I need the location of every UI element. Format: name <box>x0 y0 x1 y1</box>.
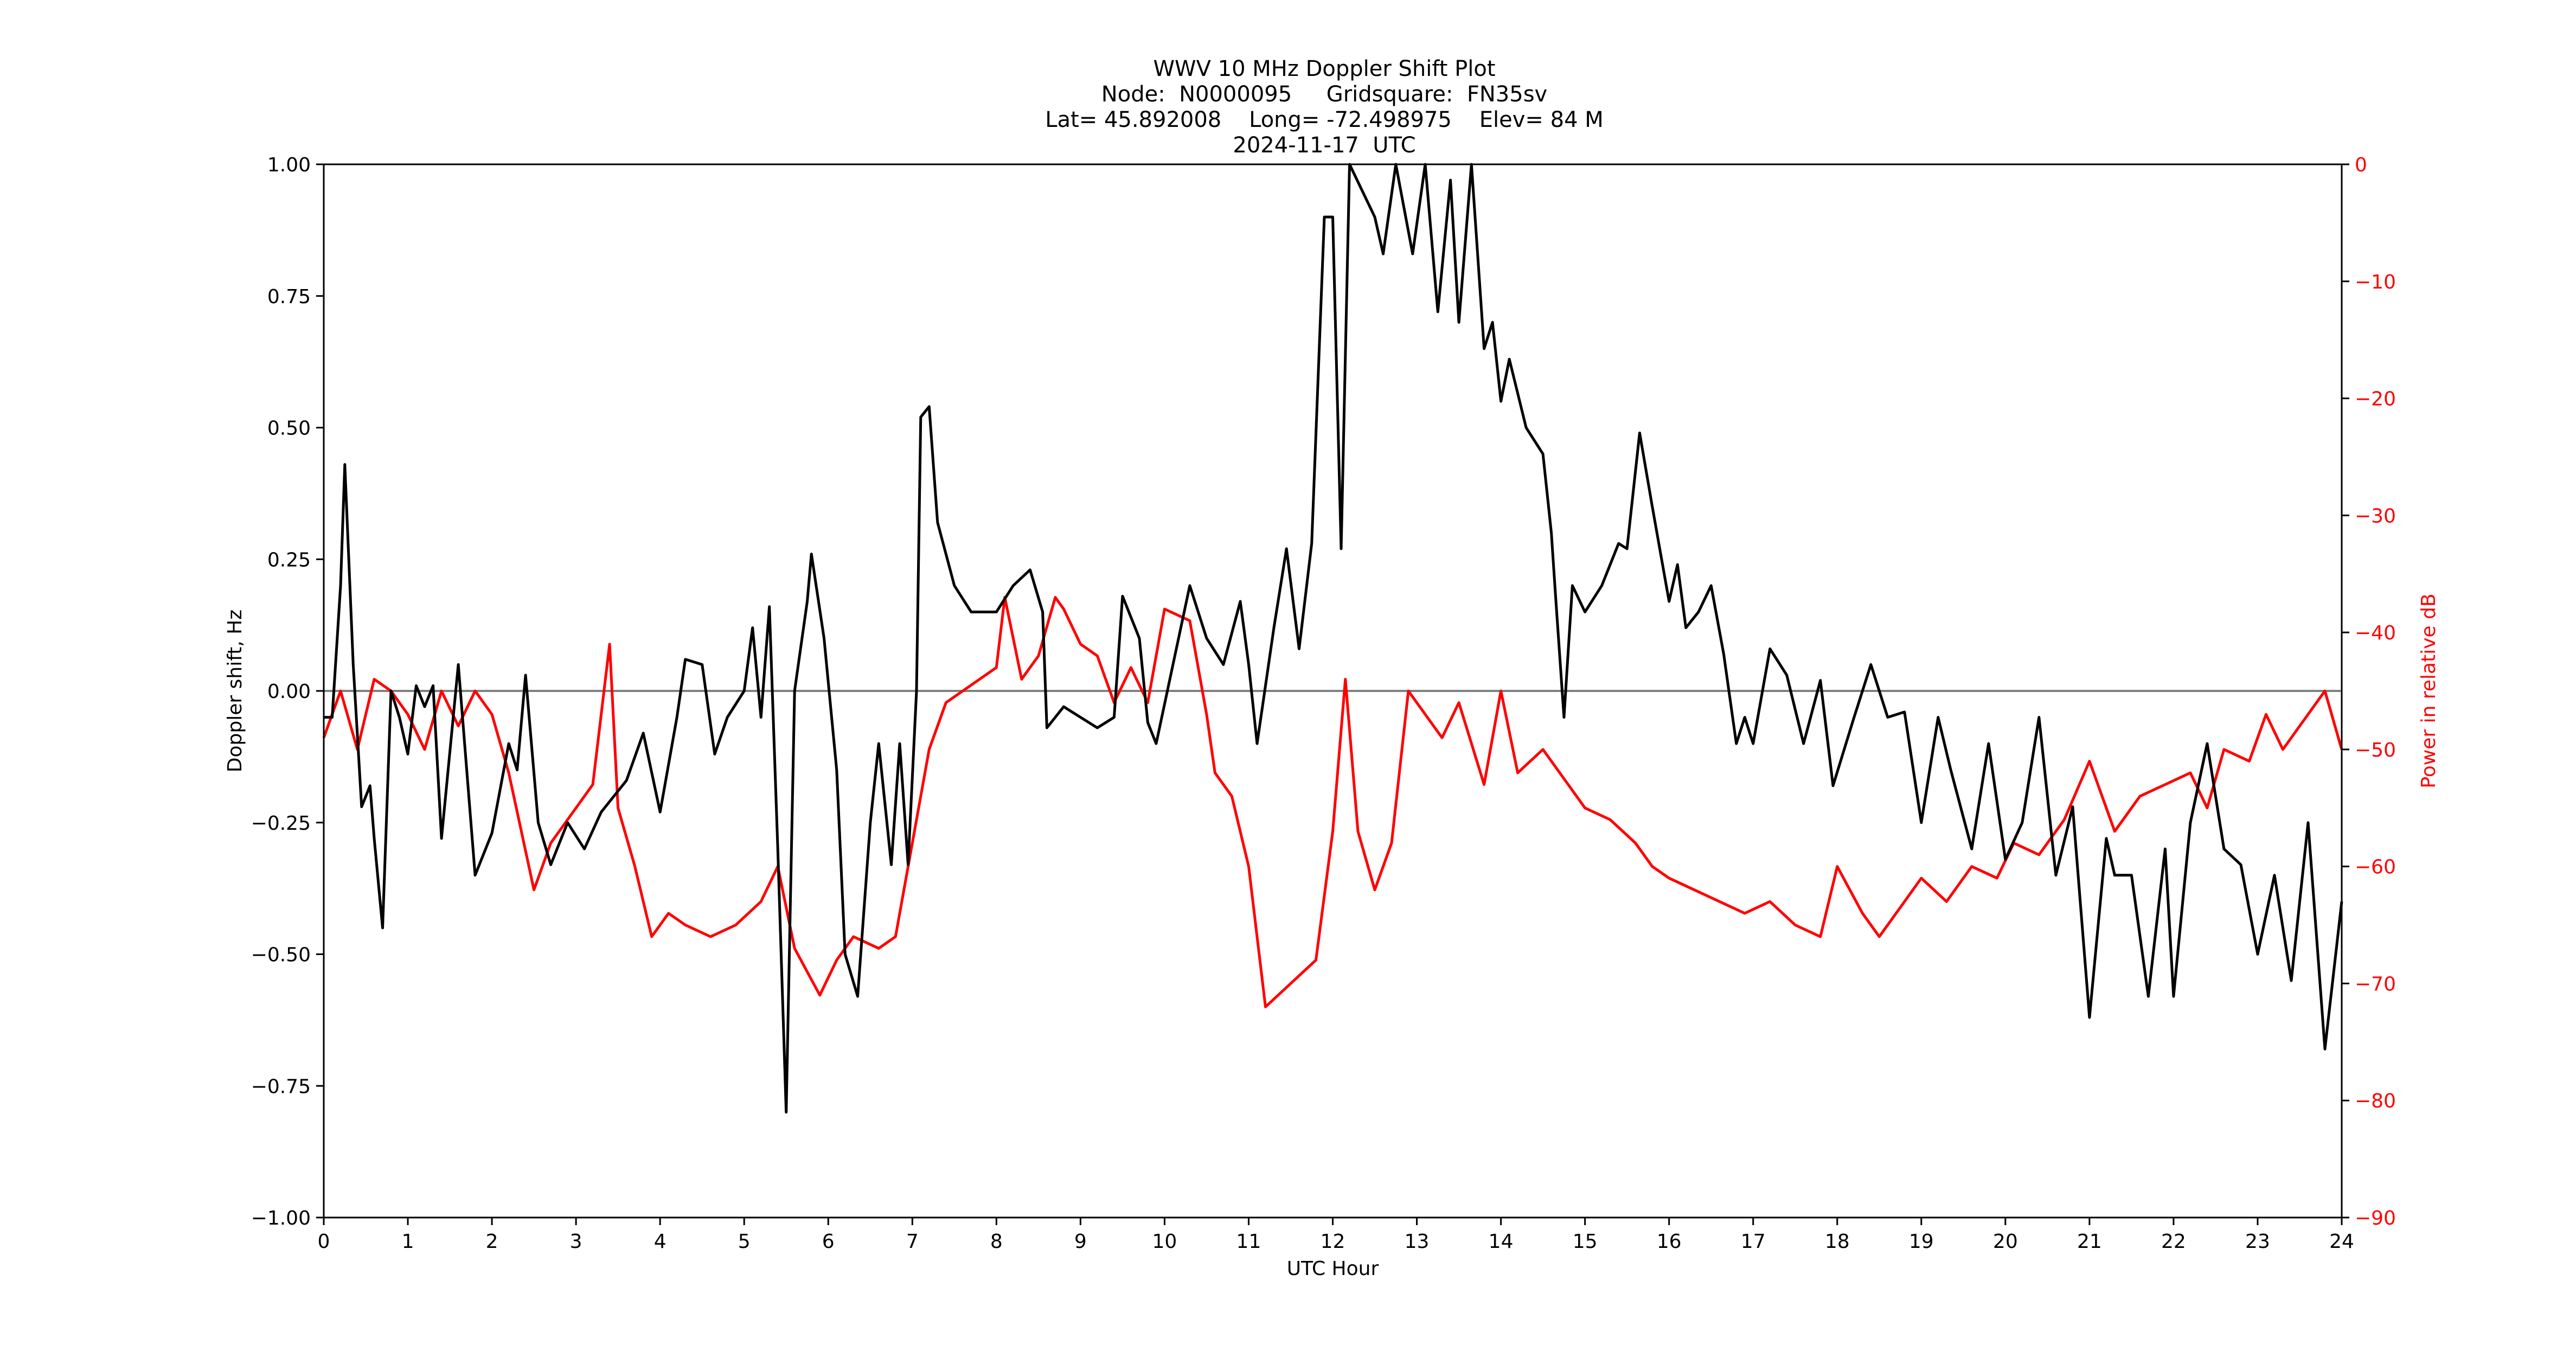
x-tick-label: 21 <box>2077 1231 2102 1253</box>
x-axis-label: UTC Hour <box>1287 1258 1379 1280</box>
x-tick-label: 10 <box>1152 1231 1177 1253</box>
x-tick-label: 3 <box>570 1231 582 1253</box>
x-tick-label: 15 <box>1573 1231 1598 1253</box>
x-tick-label: 24 <box>2329 1231 2354 1253</box>
x-tick-label: 20 <box>1993 1231 2018 1253</box>
right-y-tick-label: −30 <box>2355 505 2396 527</box>
title-line-4: 2024-11-17 UTC <box>1233 133 1415 158</box>
left-y-tick-label: 0.50 <box>267 418 311 440</box>
x-tick-label: 0 <box>318 1231 330 1253</box>
left-y-tick-label: 1.00 <box>267 154 311 176</box>
x-tick-label: 7 <box>906 1231 919 1253</box>
left-y-tick-label: 0.25 <box>267 549 311 571</box>
x-tick-label: 8 <box>990 1231 1003 1253</box>
right-y-axis-ticks: 0 −10 −20 −30 −40 −50 −60 −70 −80 −90 <box>2342 154 2396 1229</box>
right-y-tick-label: −60 <box>2355 856 2396 879</box>
right-y-tick-label: −90 <box>2355 1207 2396 1229</box>
x-axis-ticks: 0 1 2 3 4 5 6 7 8 9 10 11 12 13 14 15 16 17 18 19 20 21 22 23 24 <box>318 1218 2354 1253</box>
left-y-tick-label: 0.75 <box>267 286 311 308</box>
right-y-tick-label: −40 <box>2355 622 2396 644</box>
x-tick-label: 2 <box>486 1231 498 1253</box>
left-y-tick-label: −1.00 <box>251 1207 311 1229</box>
x-tick-label: 19 <box>1909 1231 1934 1253</box>
chart-title: WWV 10 MHz Doppler Shift Plot Node: N000… <box>1045 56 1604 158</box>
right-y-tick-label: −20 <box>2355 388 2396 411</box>
x-tick-label: 18 <box>1825 1231 1850 1253</box>
right-y-axis-label: Power in relative dB <box>2418 593 2440 788</box>
x-tick-label: 4 <box>654 1231 667 1253</box>
right-y-tick-label: −50 <box>2355 739 2396 761</box>
x-tick-label: 6 <box>822 1231 835 1253</box>
right-y-tick-label: −80 <box>2355 1090 2396 1112</box>
right-y-tick-label: −70 <box>2355 973 2396 995</box>
x-tick-label: 1 <box>402 1231 414 1253</box>
x-tick-label: 23 <box>2245 1231 2270 1253</box>
x-tick-label: 11 <box>1236 1231 1261 1253</box>
right-y-tick-label: −10 <box>2355 271 2396 293</box>
x-tick-label: 13 <box>1405 1231 1430 1253</box>
x-tick-label: 17 <box>1741 1231 1766 1253</box>
left-y-tick-label: 0.00 <box>267 681 311 703</box>
x-tick-label: 16 <box>1657 1231 1682 1253</box>
left-y-tick-label: −0.50 <box>251 944 311 966</box>
left-y-axis-label: Doppler shift, Hz <box>224 610 246 772</box>
left-y-tick-label: −0.75 <box>251 1075 311 1098</box>
x-tick-label: 9 <box>1074 1231 1087 1253</box>
x-tick-label: 22 <box>2161 1231 2186 1253</box>
left-y-axis-ticks: 1.00 0.75 0.50 0.25 0.00 −0.25 −0.50 −0.75 −1.00 <box>251 154 324 1229</box>
title-line-3: Lat= 45.892008 Long= -72.498975 Elev= 84… <box>1045 107 1604 132</box>
title-line-2: Node: N0000095 Gridsquare: FN35sv <box>1101 82 1547 107</box>
power-series-line <box>322 595 2343 1009</box>
title-line-1: WWV 10 MHz Doppler Shift Plot <box>1153 56 1495 81</box>
x-tick-label: 5 <box>738 1231 751 1253</box>
doppler-series-line <box>324 163 2343 1114</box>
right-y-tick-label: 0 <box>2355 154 2367 176</box>
x-tick-label: 14 <box>1489 1231 1514 1253</box>
left-y-tick-label: −0.25 <box>251 812 311 835</box>
x-tick-label: 12 <box>1321 1231 1345 1253</box>
